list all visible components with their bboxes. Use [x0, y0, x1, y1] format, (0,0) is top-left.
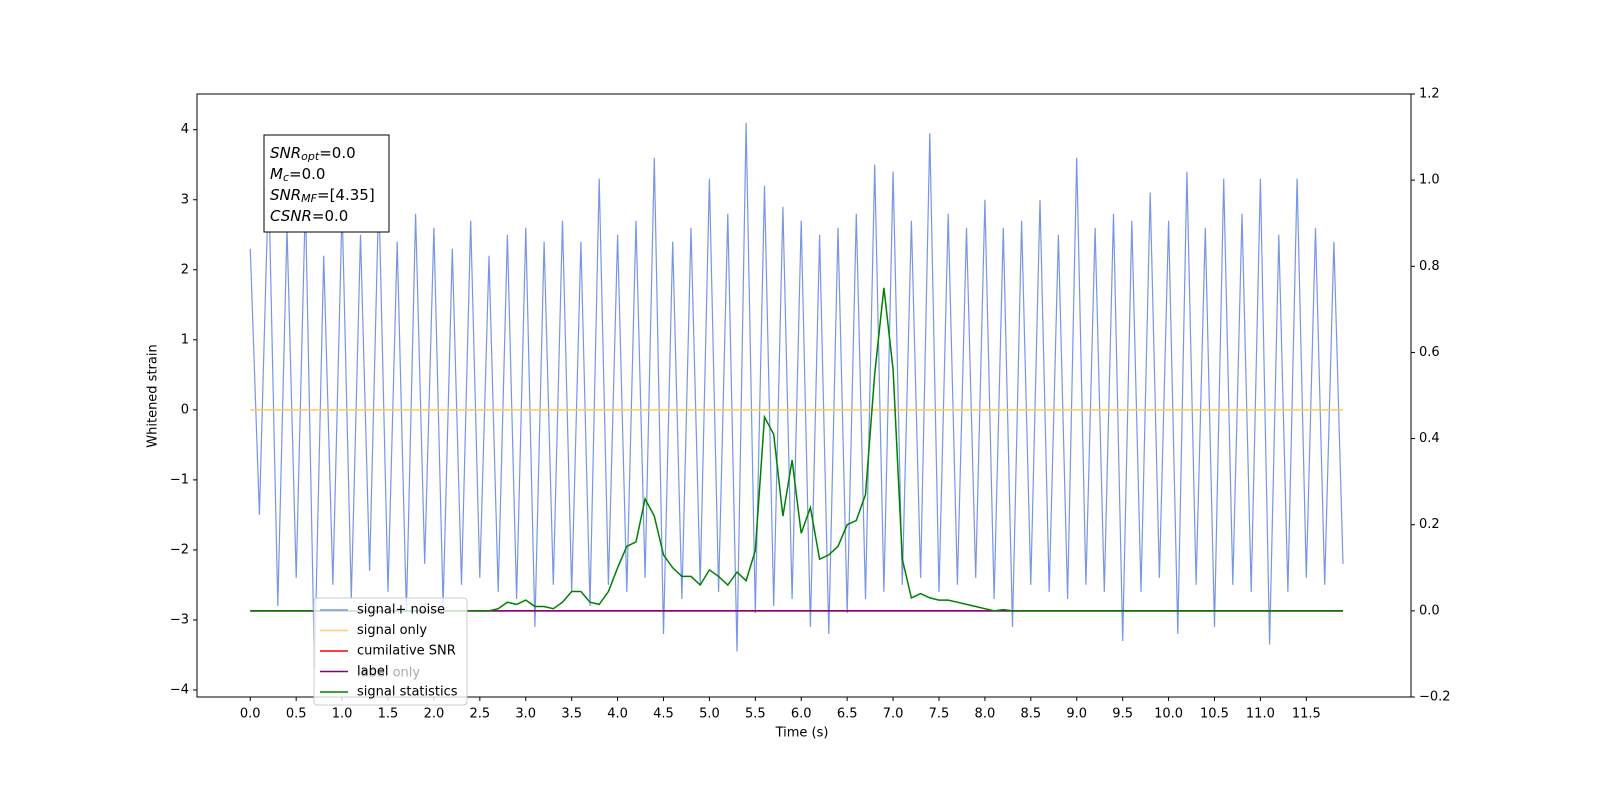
- info-name: SNR: [270, 144, 301, 162]
- legend-label: signal only: [357, 623, 427, 638]
- x-tick-label: 0.0: [240, 707, 261, 722]
- legend-label: signal statistics: [357, 685, 458, 700]
- x-tick-label: 8.0: [975, 707, 996, 722]
- info-text: SNRMF=[4.35]: [270, 186, 375, 206]
- x-tick-label: 3.5: [561, 707, 582, 722]
- x-tick-label: 2.0: [424, 707, 445, 722]
- x-tick-label: 2.5: [469, 707, 490, 722]
- y-tick-label: 4: [181, 122, 189, 137]
- plot-frame: [196, 93, 1412, 698]
- y-tick-label: 3: [181, 192, 189, 207]
- info-value: =0.0: [289, 165, 325, 183]
- info-sub: opt: [301, 150, 320, 163]
- y2-tick-label: 0.6: [1419, 345, 1440, 360]
- info-value: =0.0: [319, 144, 355, 162]
- x-tick-label: 9.5: [1112, 707, 1133, 722]
- info-name: SNR: [270, 186, 301, 204]
- y2-tick-label: −0.2: [1419, 690, 1451, 705]
- x-tick-label: 10.5: [1200, 707, 1229, 722]
- info-name: M: [270, 165, 283, 183]
- x-tick-label: 7.5: [929, 707, 950, 722]
- legend-label: label: [357, 664, 388, 679]
- y2-tick-label: 0.8: [1419, 259, 1440, 274]
- info-text: SNRopt=0.0: [270, 144, 356, 164]
- legend-overlay-text: label only: [357, 666, 420, 681]
- info-value: =[4.35]: [317, 186, 375, 204]
- y-tick-label: −2: [170, 542, 189, 557]
- legend-label: signal+ noise: [357, 603, 445, 618]
- info-sub: MF: [301, 192, 317, 205]
- y-tick-label: −3: [170, 612, 189, 627]
- y2-tick-label: 1.0: [1419, 173, 1440, 188]
- x-tick-label: 6.5: [837, 707, 858, 722]
- y-tick-label: −4: [170, 682, 189, 697]
- info-sub: c: [283, 171, 289, 184]
- x-tick-label: 0.5: [286, 707, 307, 722]
- x-tick-label: 5.5: [745, 707, 766, 722]
- x-tick-label: 5.0: [699, 707, 720, 722]
- info-text: CSNR=0.0: [270, 207, 348, 225]
- info-value: =0.0: [312, 207, 348, 225]
- y2-tick-label: 0.4: [1419, 431, 1440, 446]
- x-tick-label: 11.5: [1292, 707, 1321, 722]
- y-tick-label: −1: [170, 472, 189, 487]
- x-tick-label: 4.0: [607, 707, 628, 722]
- legend-box: [313, 597, 468, 706]
- info-name: CSNR: [270, 207, 312, 225]
- info-text: Mc=0.0: [270, 165, 325, 185]
- info-box: [263, 134, 390, 233]
- y-tick-label: 0: [181, 402, 189, 417]
- x-tick-label: 3.0: [515, 707, 536, 722]
- x-tick-label: 11.0: [1246, 707, 1275, 722]
- legend-label: cumilative SNR: [357, 644, 456, 659]
- y2-tick-label: 0.0: [1419, 603, 1440, 618]
- x-tick-label: 1.0: [332, 707, 353, 722]
- y2-tick-label: 1.2: [1419, 87, 1440, 102]
- y-tick-label: 1: [181, 332, 189, 347]
- x-tick-label: 8.5: [1020, 707, 1041, 722]
- x-tick-label: 4.5: [653, 707, 674, 722]
- x-tick-label: 6.0: [791, 707, 812, 722]
- y-axis-label: Whitened strain: [146, 344, 161, 447]
- x-tick-label: 9.0: [1066, 707, 1087, 722]
- y-tick-label: 2: [181, 262, 189, 277]
- y2-tick-label: 0.2: [1419, 517, 1440, 532]
- x-axis-label: Time (s): [775, 726, 829, 741]
- x-tick-label: 7.0: [883, 707, 904, 722]
- x-tick-label: 10.0: [1154, 707, 1183, 722]
- series-line: [249, 122, 1344, 670]
- x-tick-label: 1.5: [378, 707, 399, 722]
